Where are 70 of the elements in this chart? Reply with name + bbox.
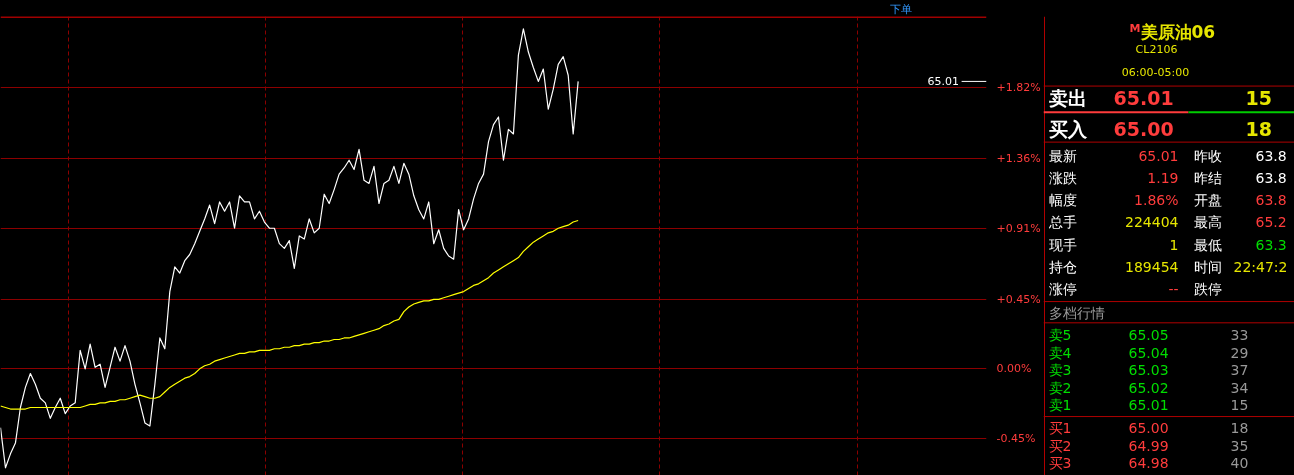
text: 多档行情 bbox=[1048, 305, 1105, 322]
text: 卖4 bbox=[1048, 344, 1072, 361]
text: 现手 bbox=[1048, 236, 1077, 253]
text: 65.2 bbox=[1255, 214, 1287, 231]
text: 总手 bbox=[1047, 214, 1077, 231]
text: 63.8 bbox=[1255, 147, 1287, 164]
y-tick-label: 0.00% bbox=[996, 362, 1032, 376]
text: 时间 bbox=[1193, 258, 1222, 275]
text: 买2 bbox=[1048, 437, 1072, 454]
text: 65.01 bbox=[1113, 86, 1174, 109]
text: 1 bbox=[1169, 236, 1179, 253]
y-tick-label: +0.45% bbox=[996, 292, 1041, 306]
text: 15 bbox=[1245, 86, 1272, 109]
text: 最低 bbox=[1193, 236, 1222, 253]
text: 持仓 bbox=[1048, 258, 1077, 275]
text: 29 bbox=[1230, 344, 1249, 361]
text: 下单 bbox=[889, 3, 912, 16]
text: 1.86% bbox=[1134, 192, 1179, 209]
text: 63.8 bbox=[1255, 169, 1287, 186]
annotation: 65.01 bbox=[927, 75, 960, 89]
text: 65.02 bbox=[1128, 379, 1169, 396]
y-tick-label: +0.91% bbox=[996, 221, 1041, 235]
text: 65.01 bbox=[1128, 396, 1169, 413]
text: 幅度 bbox=[1048, 192, 1077, 209]
text: 65.03 bbox=[1128, 362, 1169, 379]
text: 跌停 bbox=[1193, 281, 1222, 297]
text: 22:47:2 bbox=[1233, 258, 1288, 275]
text: 卖2 bbox=[1048, 379, 1072, 396]
text: 买1 bbox=[1048, 420, 1072, 437]
y-tick-label: -0.45% bbox=[996, 431, 1036, 445]
text: 买3 bbox=[1048, 454, 1072, 471]
text: 美原油06 bbox=[1139, 21, 1216, 42]
text: 卖出 bbox=[1048, 86, 1087, 109]
text: 昨收 bbox=[1193, 147, 1222, 164]
text: 最新 bbox=[1048, 147, 1077, 164]
text: 64.99 bbox=[1128, 437, 1169, 454]
text: 买入 bbox=[1048, 117, 1088, 140]
text: M bbox=[1129, 21, 1141, 35]
text: -- bbox=[1168, 281, 1179, 297]
text: 昨结 bbox=[1193, 169, 1222, 186]
text: 189454 bbox=[1125, 258, 1179, 275]
text: 40 bbox=[1230, 454, 1249, 471]
text: 65.00 bbox=[1128, 420, 1169, 437]
text: 卖1 bbox=[1048, 396, 1072, 413]
y-tick-label: +1.82% bbox=[996, 81, 1041, 95]
text: 1.19 bbox=[1147, 169, 1179, 186]
text: 06:00-05:00 bbox=[1121, 66, 1190, 80]
text: 15 bbox=[1230, 396, 1249, 413]
text: 18 bbox=[1230, 420, 1249, 437]
text: 34 bbox=[1230, 379, 1249, 396]
text: 最高 bbox=[1193, 214, 1222, 231]
text: 18 bbox=[1245, 117, 1272, 140]
text: 卖3 bbox=[1048, 362, 1072, 379]
text: CL2106 bbox=[1135, 42, 1178, 56]
text: 65.05 bbox=[1128, 327, 1169, 344]
text: 涨跌 bbox=[1048, 169, 1077, 186]
text: 65.01 bbox=[1138, 147, 1179, 164]
text: 65.00 bbox=[1113, 117, 1174, 140]
y-tick-label: +1.36% bbox=[996, 152, 1041, 166]
text: 64.98 bbox=[1128, 454, 1169, 471]
text: 65.04 bbox=[1128, 344, 1169, 361]
text: 224404 bbox=[1125, 214, 1179, 231]
text: 33 bbox=[1230, 327, 1249, 344]
text: 卖5 bbox=[1048, 327, 1072, 344]
text: 开盘 bbox=[1193, 192, 1222, 209]
text: 35 bbox=[1230, 437, 1249, 454]
text: 63.8 bbox=[1255, 192, 1287, 209]
text: 37 bbox=[1230, 362, 1249, 379]
text: 涨停 bbox=[1048, 281, 1077, 297]
text: 63.3 bbox=[1255, 236, 1287, 253]
